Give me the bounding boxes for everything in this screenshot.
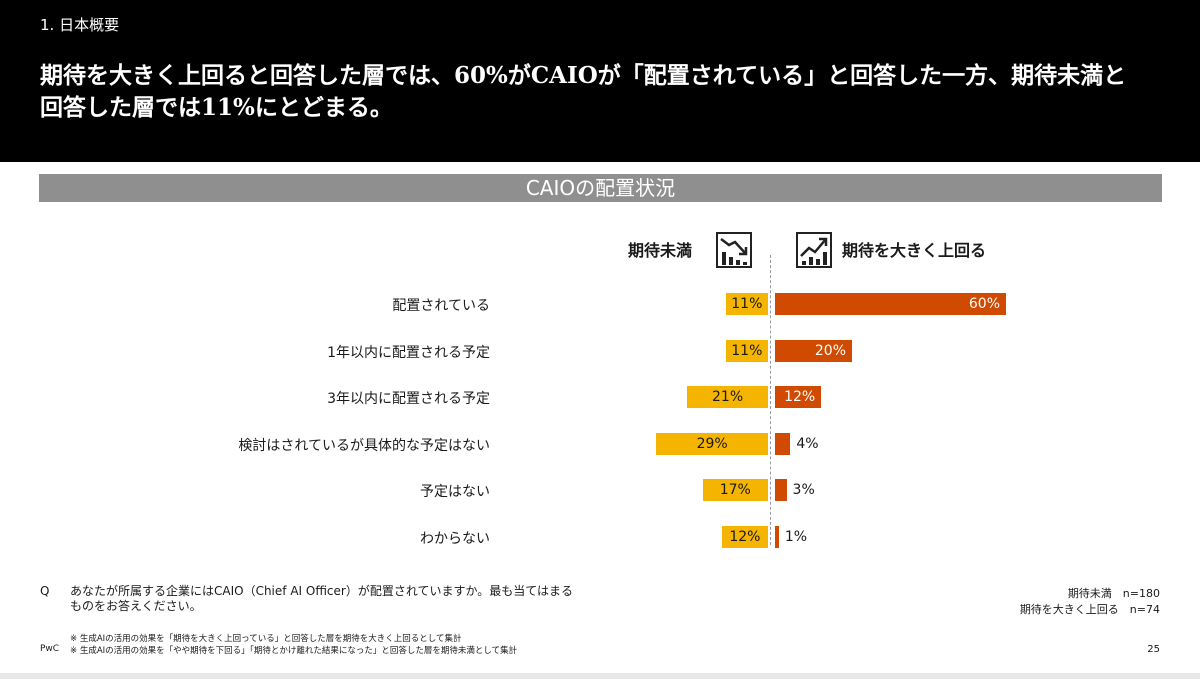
bar-left-value: 17% bbox=[719, 482, 751, 498]
brand-label: PwC bbox=[40, 644, 60, 654]
bar-right-value: 60% bbox=[968, 296, 1000, 312]
bar-right bbox=[775, 339, 852, 362]
bar-left bbox=[656, 432, 768, 455]
category-label: 1年以内に配置される予定 bbox=[327, 344, 490, 361]
bar-right bbox=[775, 479, 787, 501]
bar-left bbox=[725, 339, 768, 362]
bar-left-value: 11% bbox=[731, 296, 763, 312]
bar-right bbox=[775, 525, 779, 548]
question-text: あなたが所属する企業にはCAIO（Chief AI Officer）が配置されて… bbox=[70, 584, 573, 613]
trend-up-icon bbox=[794, 230, 834, 274]
bar-right-value: 1% bbox=[784, 528, 808, 545]
bar-left-value: 11% bbox=[731, 342, 763, 359]
bar-right-value: 20% bbox=[814, 342, 846, 359]
page-number: 25 bbox=[1147, 644, 1160, 655]
legend-left-label: 期待未満 bbox=[627, 241, 692, 260]
bottom-strip bbox=[0, 673, 1200, 679]
center-axis-line bbox=[770, 255, 771, 545]
bar-right-value: 3% bbox=[792, 482, 815, 498]
header-band: 1. 日本概要 期待を大きく上回ると回答した層では、60%がCAIOが「配置され… bbox=[0, 0, 1200, 162]
bar-left-value: 29% bbox=[696, 435, 728, 452]
headline-line-1: 期待を大きく上回ると回答した層では、60%がCAIOが「配置されている」と回答し… bbox=[40, 62, 1127, 89]
footnote-1: ※ 生成AIの活用の効果を「期待を大きく上回っている」と回答した層を期待を大きく… bbox=[70, 634, 462, 644]
bar-left bbox=[687, 386, 768, 408]
footnote-2: ※ 生成AIの活用の効果を「やや期待を下回る」「期待とかけ離れた結果になった」と… bbox=[70, 646, 518, 656]
category-label: わからない bbox=[420, 530, 490, 547]
bar-right-value: 12% bbox=[784, 389, 816, 405]
category-label: 予定はない bbox=[420, 484, 490, 500]
bar-left-value: 12% bbox=[729, 528, 761, 545]
category-label: 3年以内に配置される予定 bbox=[327, 391, 490, 407]
bar-right bbox=[775, 386, 822, 408]
legend-right-label: 期待を大きく上回る bbox=[842, 241, 987, 260]
category-label: 検討はされているが具体的な予定はない bbox=[238, 437, 490, 454]
chart-title: CAIOの配置状況 bbox=[39, 174, 1162, 202]
headline-line-2: 回答した層では11%にとどまる。 bbox=[40, 94, 393, 121]
sample-size-below: 期待未満 n=180 bbox=[1067, 587, 1160, 600]
bar-right bbox=[775, 293, 1006, 315]
section-label: 1. 日本概要 bbox=[40, 16, 120, 34]
bar-left bbox=[702, 479, 768, 501]
category-label: 配置されている bbox=[392, 298, 490, 314]
bar-left-value: 21% bbox=[712, 389, 744, 405]
trend-down-icon bbox=[714, 230, 754, 274]
bar-left bbox=[725, 293, 768, 315]
bar-right-value: 4% bbox=[796, 435, 819, 452]
sample-size-above: 期待を大きく上回る n=74 bbox=[1019, 603, 1160, 616]
bar-left bbox=[721, 525, 768, 548]
headline: 期待を大きく上回ると回答した層では、60%がCAIOが「配置されている」と回答し… bbox=[40, 60, 1140, 124]
bar-right bbox=[775, 432, 791, 455]
question-mark: Q bbox=[40, 584, 50, 598]
